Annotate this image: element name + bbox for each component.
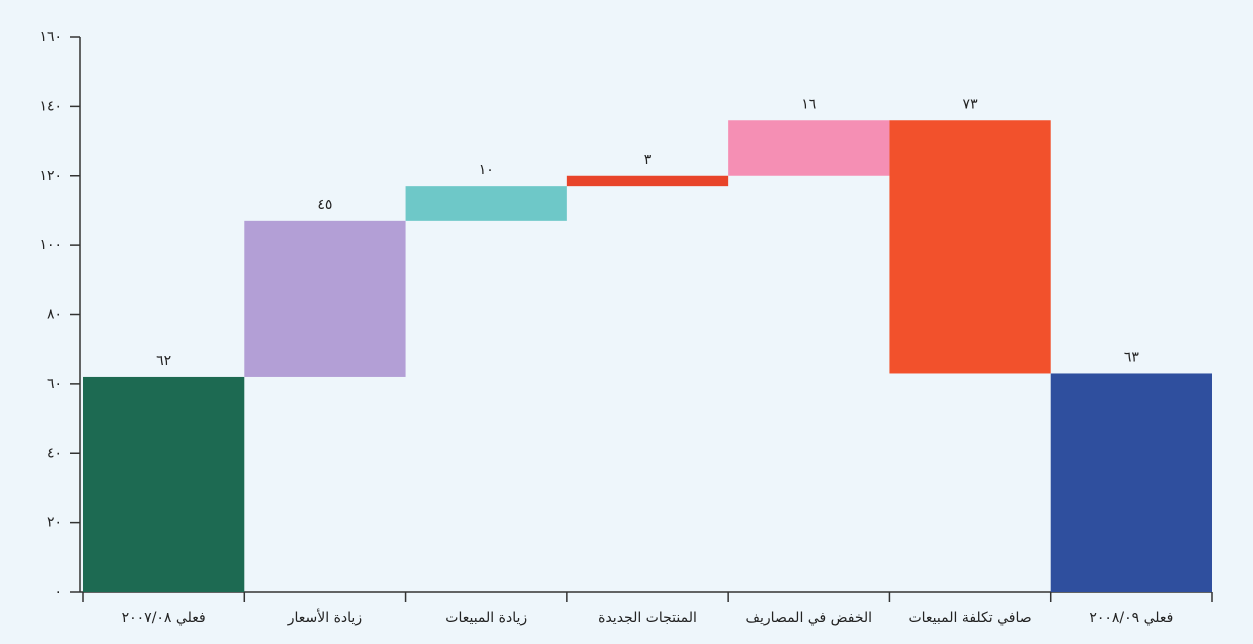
value-label: ٧٣ xyxy=(963,96,979,112)
value-label: ٣ xyxy=(644,152,652,168)
value-label: ١٠ xyxy=(479,162,494,178)
y-tick-label: ٦٠ xyxy=(47,376,62,392)
bar xyxy=(83,376,245,592)
y-tick-label: ١٠٠ xyxy=(39,237,62,253)
y-tick-label: ١٢٠ xyxy=(39,168,62,184)
x-tick-label: فعلي ٢٠٠٧/٠٨ xyxy=(122,610,206,626)
x-tick-label: زيادة المبيعات xyxy=(445,610,527,626)
value-label: ٦٢ xyxy=(156,353,171,369)
bar xyxy=(889,120,1051,374)
bar xyxy=(566,175,729,187)
bar xyxy=(1050,373,1212,592)
y-tick-label: ١٤٠ xyxy=(39,98,62,114)
value-label: ٤٥ xyxy=(317,197,332,213)
y-tick-label: ٤٠ xyxy=(47,445,62,461)
x-tick-label: الخفض في المصاريف xyxy=(746,610,873,626)
x-tick-label: صافي تكلفة المبيعات xyxy=(908,610,1031,626)
bar xyxy=(405,186,567,221)
y-tick-label: ٠ xyxy=(54,584,62,600)
bar xyxy=(728,120,890,176)
bar xyxy=(244,220,406,377)
y-tick-label: ٨٠ xyxy=(47,307,62,323)
x-tick-label: فعلي ٢٠٠٨/٠٩ xyxy=(1089,610,1173,626)
x-tick-label: المنتجات الجديدة xyxy=(598,610,697,626)
value-label: ١٦ xyxy=(801,96,816,112)
value-label: ٦٣ xyxy=(1124,349,1140,365)
x-tick-label: زيادة الأسعار xyxy=(287,608,362,626)
y-tick-label: ١٦٠ xyxy=(39,29,62,45)
y-tick-label: ٢٠ xyxy=(47,515,62,531)
